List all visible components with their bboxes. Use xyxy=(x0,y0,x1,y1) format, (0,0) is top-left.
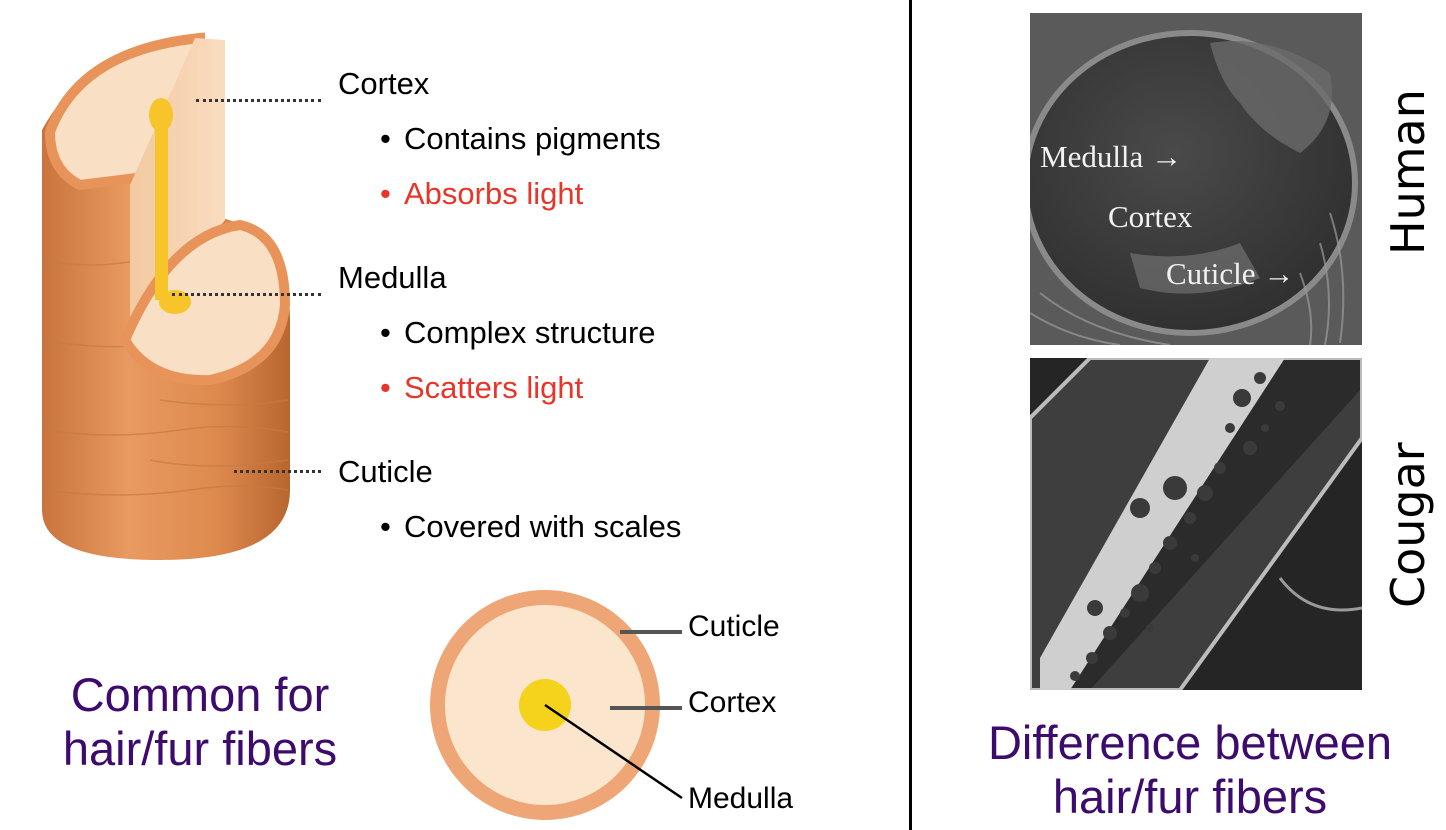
medulla-bullet-1: • Complex structure xyxy=(380,315,656,350)
cross-section-cuticle-label: Cuticle xyxy=(688,610,780,643)
cougar-side-label: Cougar xyxy=(1381,442,1435,608)
cougar-hair-sem-image xyxy=(1030,358,1362,690)
human-cuticle-label: Cuticle → xyxy=(1166,256,1295,291)
left-caption: Common for hair/fur fibers xyxy=(62,668,338,776)
medulla-leader-line xyxy=(172,293,321,296)
human-side-label: Human xyxy=(1381,89,1435,255)
cuticle-bullet-1: • Covered with scales xyxy=(380,509,682,544)
cortex-label: Cortex xyxy=(338,66,430,101)
right-caption: Difference between hair/fur fibers xyxy=(987,716,1393,824)
vertical-divider xyxy=(909,0,912,830)
human-medulla-label: Medulla → xyxy=(1040,139,1183,174)
medulla-bullet-2: • Scatters light xyxy=(380,370,584,405)
human-cortex-label: Cortex xyxy=(1108,199,1193,234)
human-hair-sem-image: Medulla → Cortex Cuticle → xyxy=(1030,13,1362,345)
cuticle-label: Cuticle xyxy=(338,454,433,489)
cortex-bullet-1: • Contains pigments xyxy=(380,121,661,156)
cortex-leader-line xyxy=(196,99,321,102)
hair-cross-section-diagram xyxy=(430,590,683,820)
hair-fiber-3d-illustration xyxy=(42,32,291,560)
medulla-label: Medulla xyxy=(338,260,447,295)
cross-section-cortex-label: Cortex xyxy=(688,686,777,719)
cortex-bullet-2: • Absorbs light xyxy=(380,176,584,211)
cross-section-medulla-label: Medulla xyxy=(688,782,794,815)
cuticle-leader-line xyxy=(234,470,321,473)
